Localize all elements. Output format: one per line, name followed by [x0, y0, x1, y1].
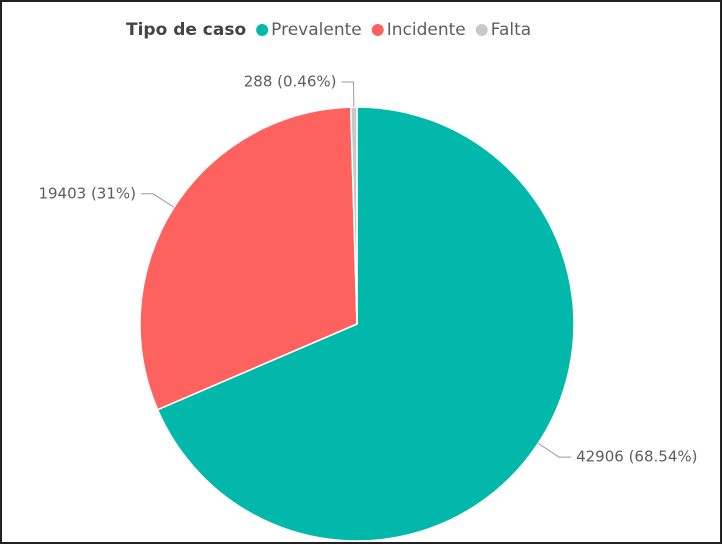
legend-title: Tipo de caso — [126, 20, 246, 40]
leader-line — [341, 81, 355, 108]
pie-slice — [139, 106, 358, 411]
legend-label: Incidente — [387, 20, 466, 40]
legend-marker — [371, 24, 384, 36]
leader-line — [141, 193, 175, 208]
data-label: 19403 (31%) — [38, 184, 136, 202]
pie-slice — [156, 106, 575, 542]
legend-marker — [475, 24, 488, 36]
legend-label: Falta — [491, 20, 531, 40]
data-label: 42906 (68.54%) — [576, 448, 697, 466]
leader-line — [537, 442, 572, 458]
legend-label: Prevalente — [271, 20, 362, 40]
pie-slice — [349, 106, 358, 325]
legend-marker — [256, 24, 269, 36]
data-label: 288 (0.46%) — [244, 73, 337, 91]
